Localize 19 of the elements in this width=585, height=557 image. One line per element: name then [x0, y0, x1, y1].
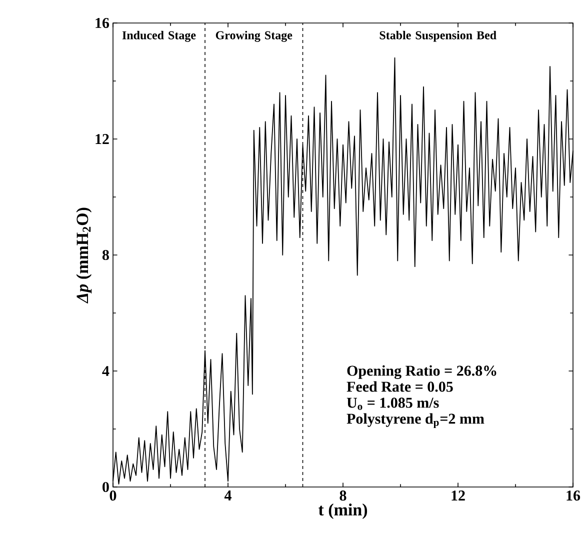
annotation: Opening Ratio = 26.8%: [347, 365, 496, 379]
annotation: Induced Stage: [122, 30, 196, 42]
y-axis-title: Δp (mmH$_{2}$O): [76, 208, 92, 304]
x-tick-label: 12: [452, 490, 465, 500]
y-tick-label: 4: [102, 366, 110, 376]
x-axis-title: t (min): [318, 504, 368, 519]
annotation: U$_{o}$ = 1.085 m/s: [346, 398, 439, 410]
x-tick-label: 8: [340, 490, 346, 501]
annotation: Polystyrene d$_{p}$=2 mm: [346, 413, 484, 428]
annotation: Stable Suspension Bed: [380, 30, 496, 42]
y-tick-label: 12: [96, 134, 109, 144]
x-tick-label: 16: [566, 490, 580, 501]
x-tick-label: 4: [224, 490, 232, 500]
annotation: Feed Rate = 0.05: [346, 381, 453, 392]
annotation: Growing Stage: [216, 30, 292, 42]
y-tick-label: 8: [102, 250, 109, 260]
x-tick-label: 0: [110, 490, 116, 501]
y-tick-label: 16: [96, 18, 110, 28]
y-tick-label: 0: [102, 482, 109, 492]
